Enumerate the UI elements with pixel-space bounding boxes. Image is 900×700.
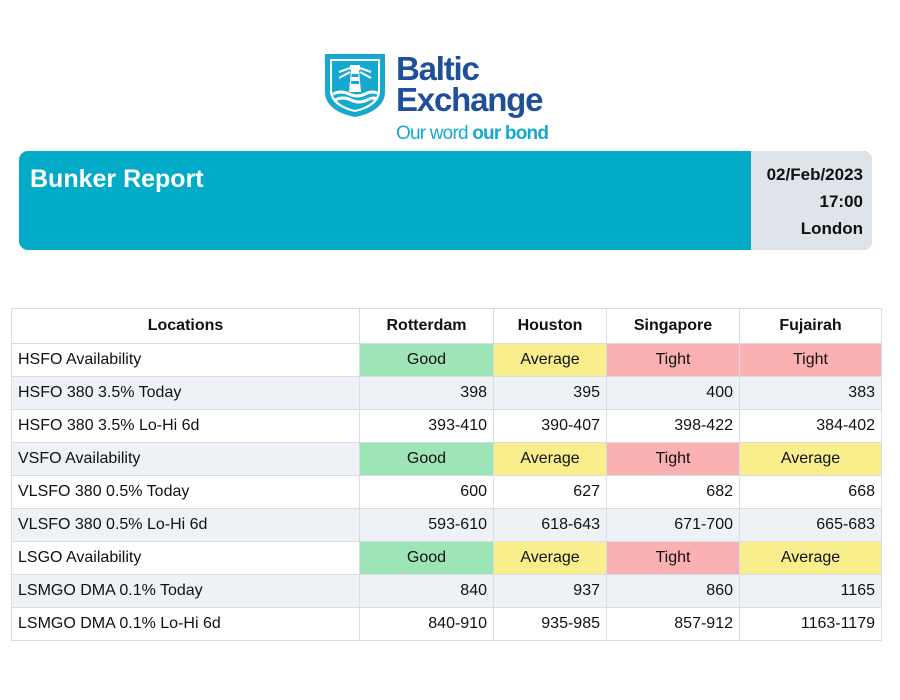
table-row: LSMGO DMA 0.1% Lo-Hi 6d 840-910 935-985 857… — [11, 607, 882, 641]
table-row: HSFO 380 3.5% Lo-Hi 6d 393-410 390-407 398-… — [11, 409, 882, 443]
price-cell: 398 — [359, 376, 494, 410]
price-cell: 384-402 — [739, 409, 882, 443]
price-cell: 1163-1179 — [739, 607, 882, 641]
report-header-banner: Bunker Report 02/Feb/2023 17:00 London — [19, 151, 872, 250]
price-cell: 840 — [359, 574, 494, 608]
availability-badge: Tight — [606, 541, 740, 575]
row-label: VLSFO 380 0.5% Today — [11, 475, 360, 509]
price-cell: 400 — [606, 376, 740, 410]
report-time: 17:00 — [819, 192, 863, 211]
row-label: VLSFO 380 0.5% Lo-Hi 6d — [11, 508, 360, 542]
price-cell: 860 — [606, 574, 740, 608]
availability-badge: Tight — [739, 343, 882, 377]
availability-badge: Good — [359, 541, 494, 575]
column-header-houston: Houston — [493, 308, 607, 344]
price-cell: 593-610 — [359, 508, 494, 542]
table-header-row: Locations Rotterdam Houston Singapore Fujair… — [11, 308, 882, 344]
report-title: Bunker Report — [30, 165, 204, 193]
report-city: London — [800, 219, 863, 238]
table-row: VLSFO 380 0.5% Lo-Hi 6d 593-610 618-643 671… — [11, 508, 882, 542]
row-label: HSFO 380 3.5% Lo-Hi 6d — [11, 409, 360, 443]
table-row: HSFO Availability Good Average Tight Tight — [11, 343, 882, 377]
column-header-rotterdam: Rotterdam — [359, 308, 494, 344]
price-cell: 390-407 — [493, 409, 607, 443]
price-cell: 840-910 — [359, 607, 494, 641]
availability-badge: Average — [493, 442, 607, 476]
availability-badge: Good — [359, 442, 494, 476]
price-cell: 1165 — [739, 574, 882, 608]
availability-badge: Average — [493, 343, 607, 377]
brand-name-line1: Baltic — [396, 50, 480, 87]
table-row: LSGO Availability Good Average Tight Average — [11, 541, 882, 575]
price-cell: 383 — [739, 376, 882, 410]
price-cell: 395 — [493, 376, 607, 410]
row-label: LSMGO DMA 0.1% Lo-Hi 6d — [11, 607, 360, 641]
row-label: LSMGO DMA 0.1% Today — [11, 574, 360, 608]
price-cell: 398-422 — [606, 409, 740, 443]
price-cell: 600 — [359, 475, 494, 509]
report-date: 02/Feb/2023 — [766, 165, 863, 184]
column-header-fujairah: Fujairah — [739, 308, 882, 344]
table-row: HSFO 380 3.5% Today 398 395 400 383 — [11, 376, 882, 410]
brand-name-line2: Exchange — [396, 81, 543, 118]
brand-tagline: Our word our bond — [396, 123, 549, 145]
price-cell: 665-683 — [739, 508, 882, 542]
availability-badge: Average — [493, 541, 607, 575]
lighthouse-shield-icon — [325, 54, 385, 117]
price-cell: 671-700 — [606, 508, 740, 542]
table-row: LSMGO DMA 0.1% Today 840 937 860 1165 — [11, 574, 882, 608]
table-row: VLSFO 380 0.5% Today 600 627 682 668 — [11, 475, 882, 509]
price-cell: 857-912 — [606, 607, 740, 641]
tagline-bold: our bond — [472, 123, 549, 144]
price-cell: 668 — [739, 475, 882, 509]
price-cell: 393-410 — [359, 409, 494, 443]
column-header-locations: Locations — [11, 308, 360, 344]
availability-badge: Tight — [606, 442, 740, 476]
row-label: HSFO Availability — [11, 343, 360, 377]
bunker-price-table: Locations Rotterdam Houston Singapore Fujair… — [11, 308, 882, 641]
report-meta-panel: 02/Feb/2023 17:00 London — [751, 151, 872, 250]
row-label: VSFO Availability — [11, 442, 360, 476]
column-header-singapore: Singapore — [606, 308, 740, 344]
price-cell: 682 — [606, 475, 740, 509]
row-label: HSFO 380 3.5% Today — [11, 376, 360, 410]
table-row: VSFO Availability Good Average Tight Average — [11, 442, 882, 476]
baltic-exchange-logo: Baltic Exchange Our word our bond — [323, 50, 573, 145]
row-label: LSGO Availability — [11, 541, 360, 575]
availability-badge: Good — [359, 343, 494, 377]
price-cell: 627 — [493, 475, 607, 509]
tagline-regular: Our word — [396, 123, 473, 144]
price-cell: 937 — [493, 574, 607, 608]
availability-badge: Average — [739, 541, 882, 575]
availability-badge: Tight — [606, 343, 740, 377]
availability-badge: Average — [739, 442, 882, 476]
price-cell: 935-985 — [493, 607, 607, 641]
price-cell: 618-643 — [493, 508, 607, 542]
